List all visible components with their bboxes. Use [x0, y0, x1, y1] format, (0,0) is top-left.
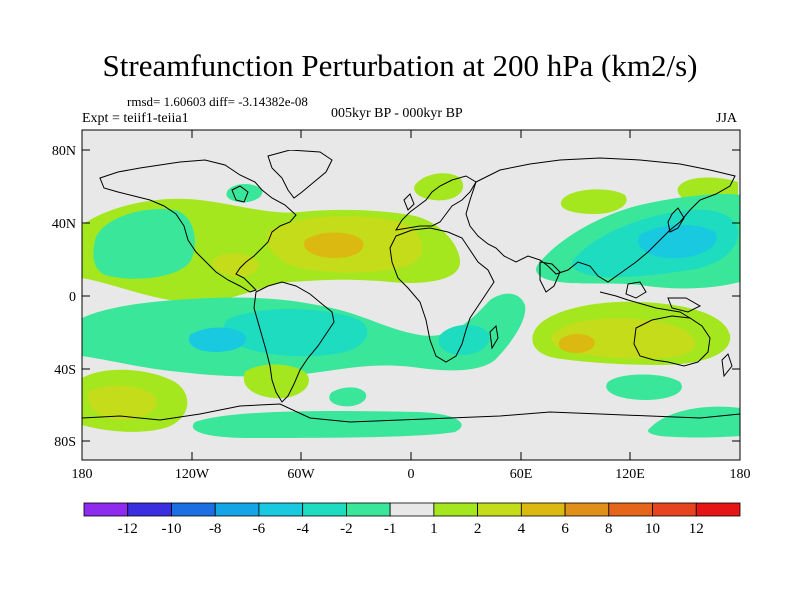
lon-label-180e: 180: [730, 467, 751, 482]
colorbar-swatch: [520, 502, 566, 517]
lat-label-0: 0: [69, 290, 76, 305]
coastline-britain: [403, 193, 415, 211]
map-title: Streamfunction Perturbation at 200 hPa (…: [102, 48, 698, 83]
colorbar-label: 4: [518, 521, 526, 537]
colorbar-swatch: [83, 502, 129, 517]
contour-southern-ocean-negative: [606, 374, 682, 400]
coastline-madagascar: [489, 324, 499, 350]
colorbar-swatch: [608, 502, 653, 517]
colorbar-swatch: [258, 502, 304, 517]
lon-label-180w: 180: [72, 467, 93, 482]
colorbar-label: -12: [118, 521, 138, 537]
colorbar-label: -4: [296, 521, 309, 537]
contour-southeast-pacific-core: [87, 385, 157, 421]
coastline-asia: [465, 157, 736, 283]
coastline-south-america: [253, 281, 335, 403]
season-label: JJA: [716, 111, 738, 126]
contour-chile-positive: [243, 364, 309, 399]
coastline-hudson-bay: [231, 185, 249, 203]
colorbar-swatch: [652, 502, 697, 517]
contour-north-atlantic-core: [304, 232, 364, 258]
colorbar-swatch: [345, 502, 391, 517]
coastline-africa: [389, 227, 495, 363]
colorbar-label: -10: [161, 521, 181, 537]
colorbar-label: 8: [605, 521, 613, 537]
lat-label-80n: 80N: [52, 144, 76, 159]
contour-south-atlantic-trough-mid: [223, 309, 368, 357]
contour-asia-pacific-trough-core: [638, 224, 717, 259]
contour-ross-sea-negative: [648, 406, 740, 438]
coastline-greenland: [267, 150, 333, 199]
contour-indian-ocean-core: [558, 334, 595, 354]
colorbar-labels: -12 -10 -8 -6 -4 -2 -1 1 2 4 6 8 10 12: [118, 521, 704, 537]
coastline-antarctica: [82, 403, 740, 423]
colorbar: [83, 502, 741, 517]
colorbar-swatch: [214, 502, 260, 517]
coastline-india: [539, 261, 561, 293]
colorbar-label: -1: [384, 521, 397, 537]
colorbar-label: -8: [209, 521, 222, 537]
lat-label-40n: 40N: [52, 217, 76, 232]
lon-label-0: 0: [408, 467, 415, 482]
colorbar-swatch: [433, 502, 478, 517]
lon-label-60w: 60W: [287, 467, 315, 482]
lat-label-40s: 40S: [54, 363, 76, 378]
coastline-north-america: [99, 159, 297, 293]
colorbar-label: 6: [561, 521, 569, 537]
colorbar-swatch: [695, 502, 741, 517]
colorbar-swatch: [171, 502, 216, 517]
coastline-japan: [667, 207, 685, 233]
rmsd-diff-stats: rmsd= 1.60603 diff= -3.14382e-08: [127, 94, 308, 109]
colorbar-label: -2: [340, 521, 353, 537]
lon-axis: [81, 130, 741, 460]
contour-north-pacific-positive: [93, 209, 195, 279]
lon-label-120w: 120W: [175, 467, 210, 482]
colorbar-label: 10: [645, 521, 660, 537]
contour-south-atlantic-negative: [329, 387, 367, 407]
lat-label-80s: 80S: [54, 435, 76, 450]
contour-north-america-positive: [212, 253, 259, 278]
contour-central-asia-positive: [560, 189, 627, 214]
coastline-borneo: [625, 281, 647, 299]
lat-axis: [82, 149, 740, 442]
colorbar-label: 1: [430, 521, 438, 537]
experiment-label: Expt = teiif1-teiia1: [82, 111, 189, 126]
coastline-australia: [633, 315, 711, 367]
coastline-new-guinea: [667, 297, 702, 313]
contour-south-atlantic-trough-core: [188, 327, 246, 352]
contour-africa-negative: [438, 324, 490, 355]
coastlines: [82, 150, 740, 423]
colorbar-label: 12: [689, 521, 704, 537]
colorbar-swatch: [477, 502, 522, 517]
lon-label-60e: 60E: [510, 467, 533, 482]
colorbar-label: -6: [253, 521, 266, 537]
contour-antarctic-negative: [192, 411, 462, 438]
colorbar-swatch: [564, 502, 610, 517]
lon-label-120e: 120E: [615, 467, 645, 482]
coastline-new-zealand: [721, 353, 733, 378]
coastline-indonesia: [599, 291, 691, 319]
period-label: 005kyr BP - 000kyr BP: [331, 106, 463, 121]
colorbar-swatch: [302, 502, 347, 517]
colorbar-label: 2: [474, 521, 482, 537]
colorbar-swatch: [127, 502, 172, 517]
colorbar-swatch: [389, 502, 435, 517]
